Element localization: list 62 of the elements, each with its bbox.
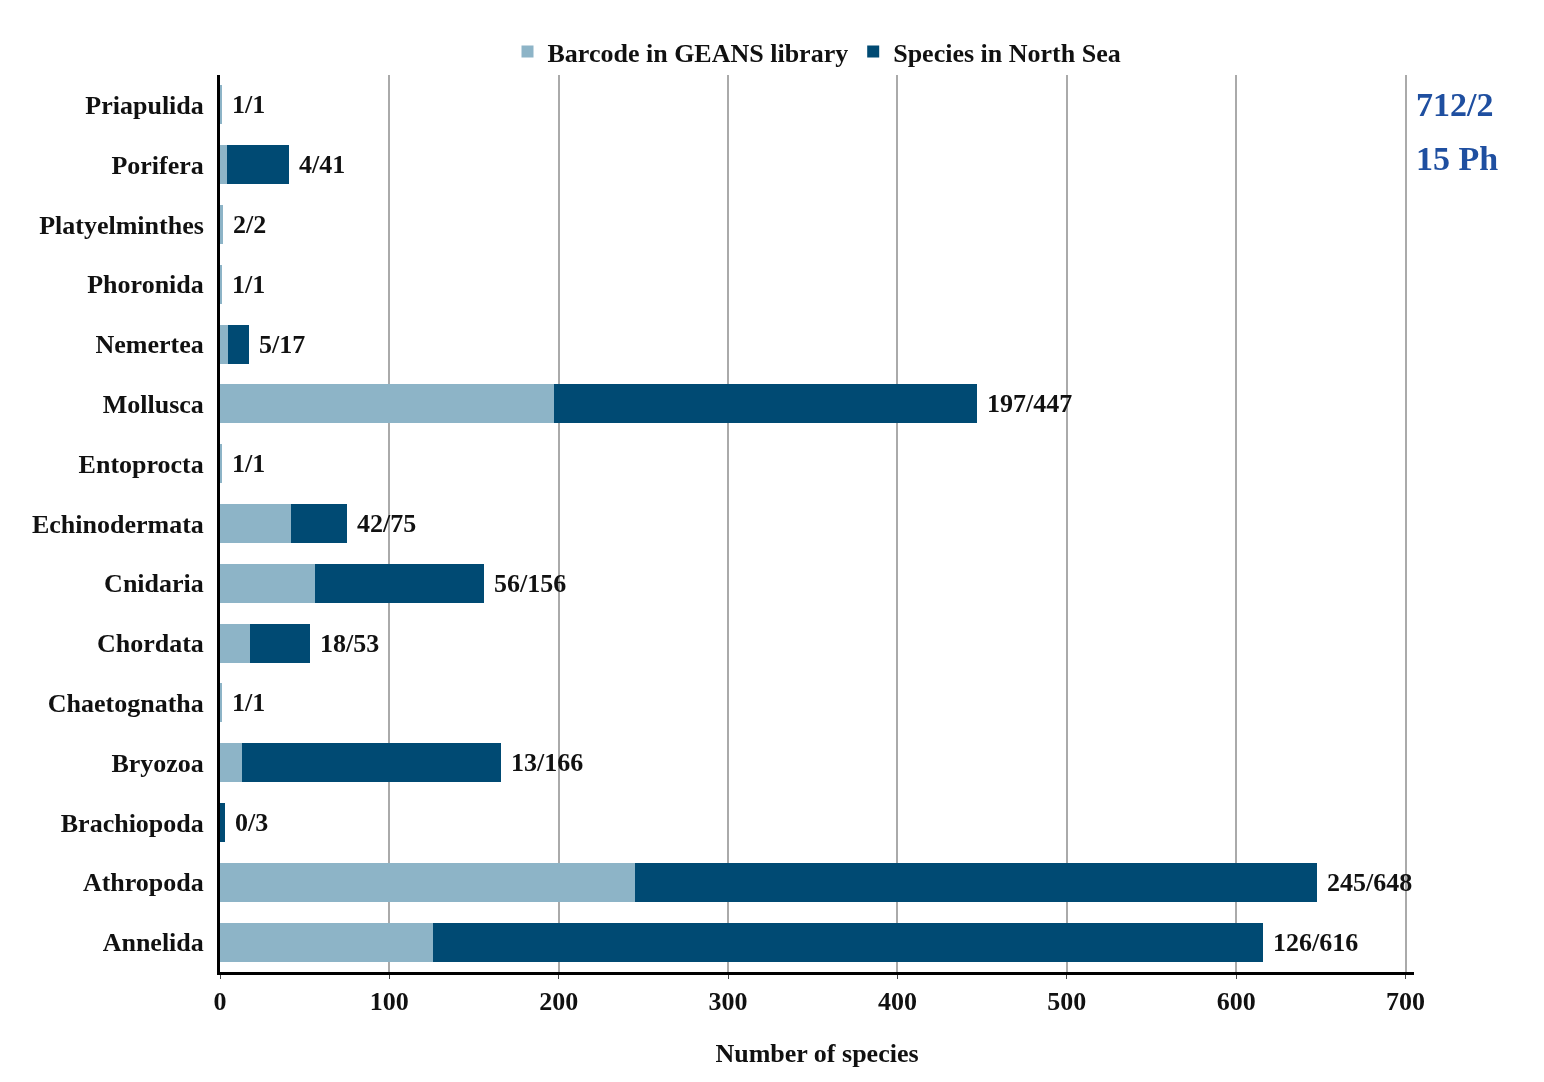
annotation: 18/53	[320, 629, 380, 658]
bar	[220, 922, 434, 962]
bar	[553, 384, 978, 424]
annotation: 245/648	[1327, 868, 1413, 897]
text: 712/2	[1416, 86, 1494, 123]
y-tick-label: Mollusca	[102, 390, 204, 419]
y-tick-label: Chaetognatha	[47, 689, 204, 718]
bar	[226, 145, 290, 185]
x-tick-label: 100	[369, 987, 409, 1017]
bar	[228, 324, 249, 364]
x-tick-label: 400	[877, 987, 917, 1017]
y-tick-label: Chordata	[96, 629, 204, 659]
x-tick-label: 700	[1386, 987, 1426, 1017]
x-axis-title: Number of species	[715, 1039, 919, 1068]
bar	[634, 862, 1318, 902]
x-tick-label: 600	[1216, 987, 1256, 1017]
annotation: 5/17	[259, 330, 306, 359]
legend-label: Species in North Sea	[893, 38, 1121, 68]
annotation: 1/1	[232, 688, 266, 717]
bar	[433, 922, 1264, 962]
bar	[220, 324, 229, 364]
x-tick-label: 300	[708, 987, 748, 1017]
legend-label: Barcode in GEANS library	[547, 38, 849, 68]
bar	[220, 563, 315, 603]
bar	[220, 384, 554, 424]
bar	[242, 743, 502, 783]
annotation: 0/3	[235, 808, 269, 837]
y-tick-label: Nemertea	[95, 330, 204, 360]
annotation: 1/1	[232, 270, 266, 299]
y-tick-label: Athropoda	[82, 868, 204, 898]
bar	[220, 145, 227, 185]
annotation: 126/616	[1273, 928, 1359, 957]
x-tick-label: 200	[539, 987, 579, 1017]
annotation: 56/156	[494, 569, 567, 598]
annotation: 2/2	[233, 210, 267, 239]
bar	[291, 504, 348, 543]
y-tick-label: Porifera	[111, 150, 204, 180]
y-tick-label: Cnidaria	[104, 569, 204, 599]
annotation: 1/1	[232, 449, 266, 478]
y-tick-label: Platyelminthes	[39, 210, 204, 240]
text: 15 Ph	[1416, 140, 1499, 177]
annotation: 1/1	[232, 90, 266, 119]
y-tick-label: Phoronida	[87, 270, 204, 300]
bar	[250, 623, 310, 663]
y-tick-label: Annelida	[102, 928, 204, 958]
annotation: 4/41	[299, 150, 346, 179]
x-tick-label: 500	[1047, 987, 1087, 1017]
x-tick-label: 0	[213, 987, 227, 1017]
bar	[220, 743, 243, 783]
annotation: 42/75	[357, 509, 417, 538]
y-tick-label: Brachiopoda	[60, 808, 204, 838]
y-tick-label: Echinodermata	[31, 509, 204, 539]
annotation: 13/166	[511, 748, 584, 777]
y-tick-label: Entoprocta	[78, 449, 204, 479]
bar	[314, 563, 485, 603]
bar	[220, 862, 635, 902]
annotation: 197/447	[987, 389, 1073, 418]
bar	[220, 803, 226, 842]
y-tick-label: Bryozoa	[111, 748, 204, 778]
bar	[220, 623, 251, 663]
bar	[220, 504, 292, 543]
y-tick-label: Priapulida	[85, 91, 204, 120]
